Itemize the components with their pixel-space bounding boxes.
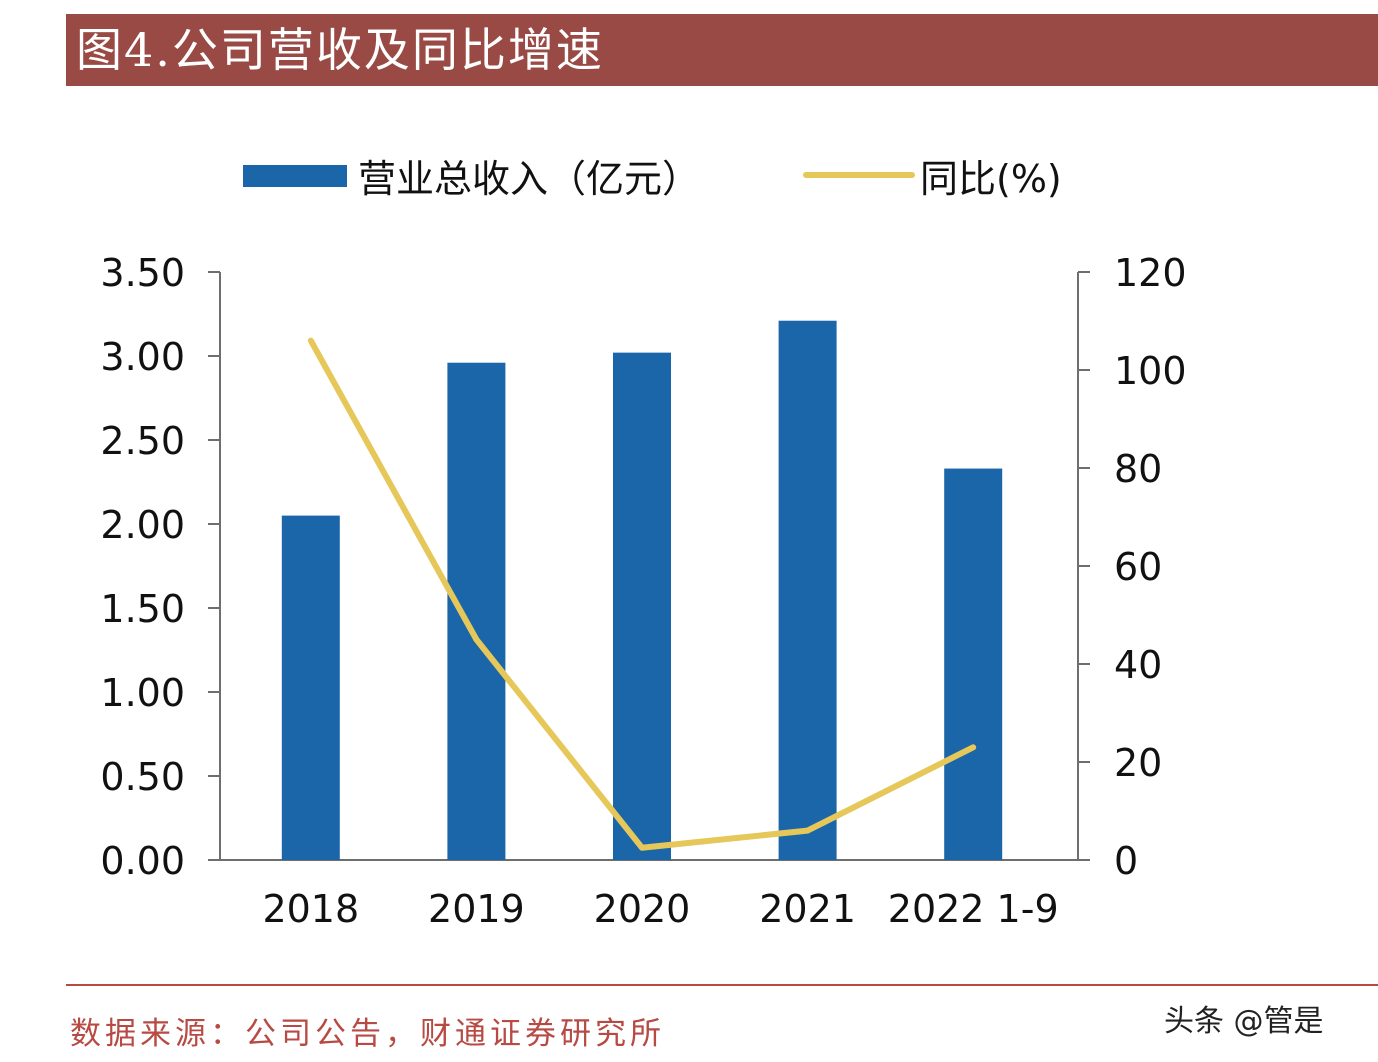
legend-bar-label: 营业总收入（亿元）	[358, 157, 700, 201]
legend-line-label: 同比(%)	[920, 157, 1062, 201]
x-axis-category-label: 2019	[428, 887, 525, 931]
right-axis-tick-label: 40	[1114, 643, 1162, 687]
footer-divider	[66, 984, 1378, 986]
left-axis-tick-label: 1.50	[100, 587, 185, 631]
right-axis-tick-label: 100	[1114, 349, 1187, 393]
left-axis-tick-label: 2.50	[100, 419, 185, 463]
right-axis-tick-label: 0	[1114, 839, 1138, 883]
x-axis-category-label: 2022 1-9	[888, 887, 1059, 931]
left-axis-tick-label: 3.00	[100, 335, 185, 379]
revenue-bar	[281, 515, 340, 860]
right-axis-tick-label: 80	[1114, 447, 1162, 491]
revenue-bar	[447, 362, 506, 860]
right-axis-tick-label: 120	[1114, 251, 1187, 295]
left-axis-tick-label: 0.00	[100, 839, 185, 883]
x-axis-category-label: 2020	[594, 887, 691, 931]
right-axis-tick-label: 60	[1114, 545, 1162, 589]
x-axis-category-label: 2018	[262, 887, 359, 931]
right-axis-tick-label: 20	[1114, 741, 1162, 785]
chart-title: 图4.公司营收及同比增速	[76, 23, 604, 77]
chart-area: 营业总收入（亿元） 同比(%) 0.00 0.50 1.00 1.50 2.00 2.50 3.…	[100, 157, 1187, 931]
revenue-bar	[778, 320, 837, 861]
left-axis-tick-label: 2.00	[100, 503, 185, 547]
source-note: 数据来源：公司公告，财通证券研究所	[70, 1016, 665, 1052]
x-axis-category-label: 2021	[759, 887, 856, 931]
left-axis-tick-label: 0.50	[100, 755, 185, 799]
revenue-bar	[944, 468, 1003, 860]
legend-bar-swatch	[243, 165, 347, 187]
title-bar: 图4.公司营收及同比增速	[66, 14, 1378, 86]
revenue-bar	[613, 352, 671, 860]
left-axis-tick-label: 3.50	[100, 251, 185, 295]
left-axis-tick-label: 1.00	[100, 671, 185, 715]
watermark: 头条 @管是	[1164, 1004, 1324, 1039]
